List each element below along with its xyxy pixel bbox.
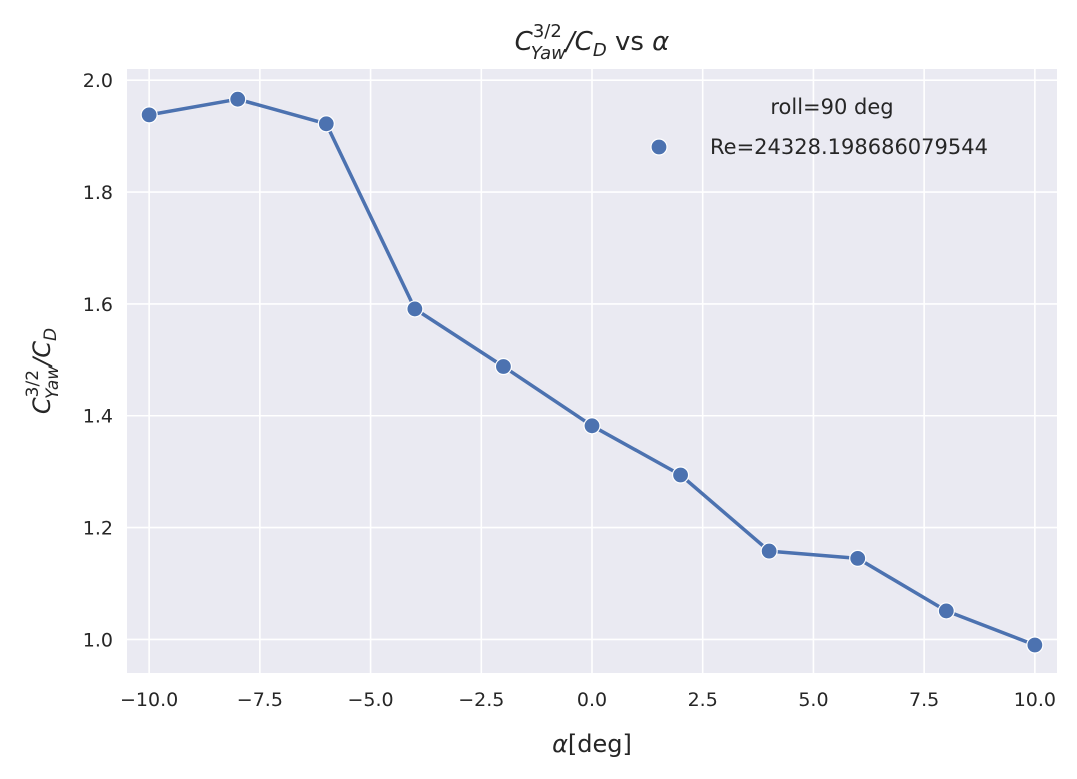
data-point	[937, 602, 955, 620]
x-tick-label: 2.5	[688, 689, 718, 711]
y-tick-label: 1.8	[83, 182, 113, 204]
x-tick-label: 10.0	[1014, 689, 1056, 711]
data-point	[583, 417, 601, 435]
y-tick-label: 1.2	[83, 518, 113, 540]
data-point	[671, 466, 690, 484]
x-tick-label: −5.0	[348, 689, 394, 711]
y-tick-label: 1.0	[83, 629, 113, 651]
x-tick-label: −7.5	[237, 689, 283, 711]
x-tick-label: −2.5	[458, 689, 504, 711]
data-point	[494, 357, 513, 376]
x-tick-label: 7.5	[909, 689, 939, 711]
x-tick-label: 0.0	[577, 689, 607, 711]
y-axis-label: C3/2Yaw/CD	[23, 328, 63, 414]
x-axis-label: α[deg]	[552, 730, 632, 758]
data-point	[1026, 636, 1044, 654]
y-tick-label: 1.4	[83, 406, 113, 428]
x-tick-label: 5.0	[798, 689, 828, 711]
legend: roll=90 deg Re=24328.198686079544	[650, 95, 988, 159]
legend-series-label: Re=24328.198686079544	[710, 135, 988, 159]
x-tick-labels: −10.0 −7.5 −5.0 −2.5 0.0 2.5 5.0 7.5 10.0	[120, 689, 1056, 711]
series-group	[140, 90, 1044, 654]
y-tick-labels: 1.0 1.2 1.4 1.6 1.8 2.0	[83, 70, 113, 651]
legend-marker	[650, 138, 668, 156]
data-point	[229, 90, 247, 108]
data-point	[317, 115, 335, 133]
legend-title: roll=90 deg	[770, 95, 893, 119]
data-point	[140, 106, 158, 124]
chart-title: C3/2 Yaw/CD vs α	[515, 21, 670, 64]
x-tick-label: −10.0	[120, 689, 178, 711]
y-tick-label: 1.6	[83, 294, 113, 316]
data-point	[760, 542, 778, 560]
grid	[127, 69, 1057, 673]
y-tick-label: 2.0	[83, 70, 113, 92]
data-point	[849, 549, 867, 567]
data-point	[406, 300, 424, 318]
